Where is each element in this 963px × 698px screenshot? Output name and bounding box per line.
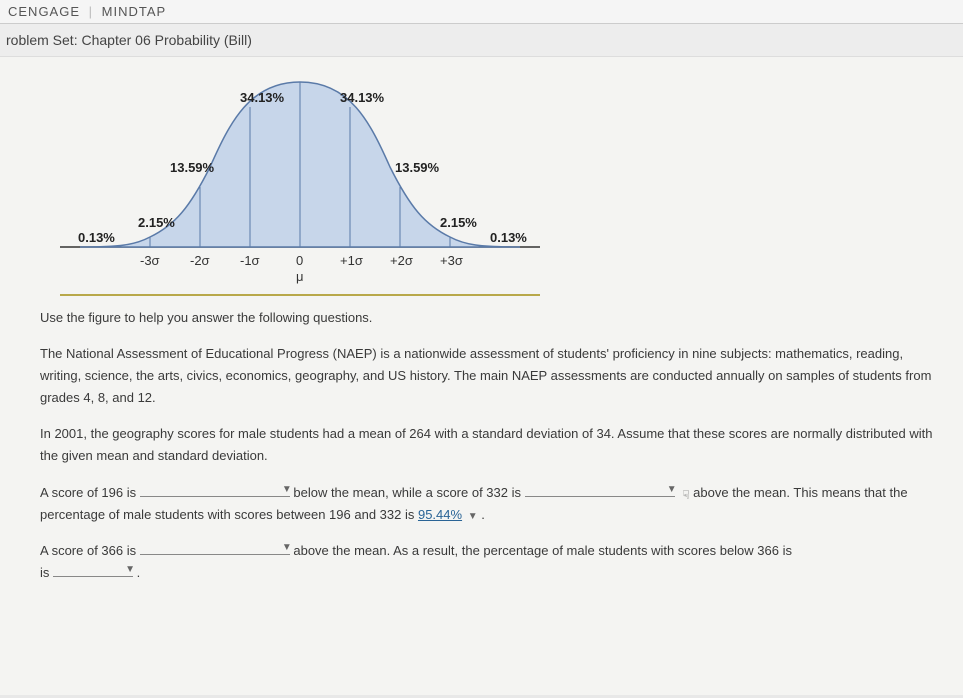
tick-p3: +3σ [440, 253, 463, 268]
pct-left-3413: 34.13% [240, 90, 285, 105]
dropdown-arrow-icon: ▼ [667, 481, 677, 498]
brand-mindtap: MINDTAP [102, 4, 167, 19]
brand-separator: | [89, 4, 93, 19]
pct-left-215: 2.15% [138, 215, 175, 230]
question-1: A score of 196 is ▼ below the mean, whil… [40, 482, 943, 526]
q1-answer-filled[interactable]: 95.44% [418, 507, 462, 522]
q1-blank-1[interactable]: ▼ [140, 483, 290, 497]
question-body: Use the figure to help you answer the fo… [40, 307, 943, 584]
q2-blank-1[interactable]: ▼ [140, 541, 290, 555]
intro-text: Use the figure to help you answer the fo… [40, 307, 943, 329]
q1-text-b: below the mean, while a score of 332 is [293, 485, 524, 500]
question-2: A score of 366 is ▼ above the mean. As a… [40, 540, 943, 584]
dropdown-arrow-icon: ▼ [468, 511, 478, 522]
pct-left-013: 0.13% [78, 230, 115, 245]
content-area: 0.13% 2.15% 13.59% 34.13% 34.13% 13.59% … [0, 57, 963, 695]
pct-right-3413: 34.13% [340, 90, 385, 105]
tick-n1: -1σ [240, 253, 260, 268]
dropdown-arrow-icon: ▼ [282, 539, 292, 556]
pct-right-1359: 13.59% [395, 160, 440, 175]
normal-curve-chart: 0.13% 2.15% 13.59% 34.13% 34.13% 13.59% … [40, 67, 560, 297]
tick-n2: -2σ [190, 253, 210, 268]
brand-header: CENGAGE | MINDTAP [0, 0, 963, 24]
q2-text-b: above the mean. As a result, the percent… [293, 543, 792, 558]
pct-left-1359: 13.59% [170, 160, 215, 175]
brand-cengage: CENGAGE [8, 4, 80, 19]
tick-p1: +1σ [340, 253, 363, 268]
context-para-1: The National Assessment of Educational P… [40, 343, 943, 409]
q2-text-c: . [137, 565, 141, 580]
q1-text-a: A score of 196 is [40, 485, 140, 500]
tick-mu: μ [296, 269, 304, 284]
q1-text-d: . [481, 507, 485, 522]
tick-n3: -3σ [140, 253, 160, 268]
pct-right-013: 0.13% [490, 230, 527, 245]
q1-blank-2[interactable]: ▼ [525, 483, 675, 497]
tick-0: 0 [296, 253, 303, 268]
tick-p2: +2σ [390, 253, 413, 268]
problem-set-title: roblem Set: Chapter 06 Probability (Bill… [0, 24, 963, 57]
dropdown-arrow-icon: ▼ [282, 481, 292, 498]
pct-right-215: 2.15% [440, 215, 477, 230]
normal-curve-svg: 0.13% 2.15% 13.59% 34.13% 34.13% 13.59% … [40, 67, 560, 297]
context-para-2: In 2001, the geography scores for male s… [40, 423, 943, 467]
q2-blank-2[interactable]: ▼ [53, 563, 133, 577]
dropdown-arrow-icon: ▼ [125, 561, 135, 578]
q2-text-a: A score of 366 is [40, 543, 140, 558]
cursor-icon: ☟ [682, 485, 689, 505]
